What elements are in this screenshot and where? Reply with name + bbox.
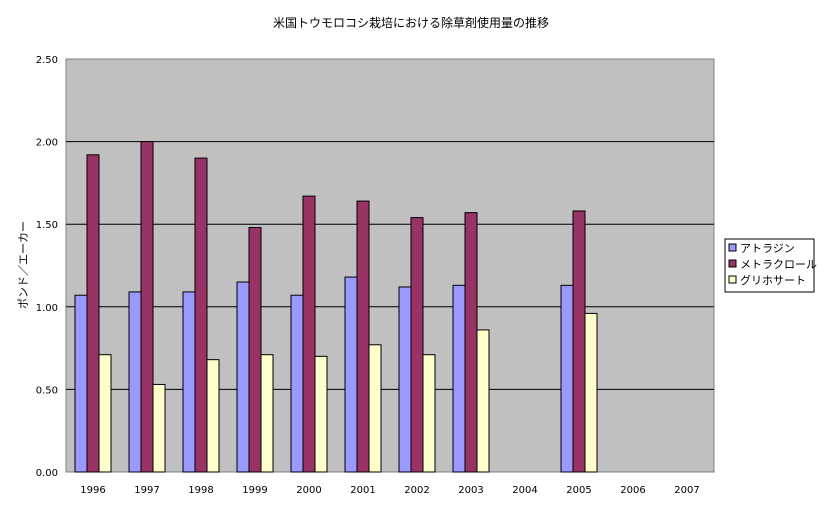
bar-2000-series-1 xyxy=(302,195,316,473)
legend-label: グリホサート xyxy=(740,273,806,287)
y-tick-label: 2.00 xyxy=(36,138,58,149)
bar-2000-series-2 xyxy=(314,355,328,473)
bar-1996-series-2 xyxy=(98,354,112,473)
legend-label: メトラクロール xyxy=(740,258,817,271)
bar-1998-series-2 xyxy=(206,359,220,473)
x-tick-label: 2003 xyxy=(458,485,483,496)
x-tick-label: 2006 xyxy=(620,485,645,496)
bar-1999-series-1 xyxy=(248,227,262,473)
legend-label: アトラジン xyxy=(740,242,795,255)
x-axis-ticks: 1996 1997 1998 1999 2000 2001 2002 2003 2004 2005… xyxy=(80,485,699,496)
chart-title: 米国トウモロコシ栽培における除草剤使用量の推移 xyxy=(273,15,549,30)
bar-1996-series-1 xyxy=(86,154,100,473)
bar-1997-series-2 xyxy=(152,383,166,473)
x-tick-label: 1998 xyxy=(188,485,213,496)
bar-1997-series-1 xyxy=(140,141,154,473)
legend-swatch xyxy=(728,275,737,284)
bar-2002-series-2 xyxy=(422,354,436,473)
x-tick-label: 2002 xyxy=(404,485,429,496)
plot-background xyxy=(65,58,715,473)
y-axis-label: ポンド／エーカー xyxy=(17,221,30,309)
bar-2002-series-0 xyxy=(398,286,412,473)
x-tick-label: 2000 xyxy=(296,485,321,496)
bar-2000-series-0 xyxy=(290,294,304,473)
x-tick-label: 2004 xyxy=(512,485,537,496)
bar-2002-series-1 xyxy=(410,217,424,473)
bars xyxy=(74,141,598,473)
bar-2001-series-1 xyxy=(356,200,370,473)
bar-2003-series-2 xyxy=(476,329,490,473)
y-tick-label: 0.00 xyxy=(36,468,58,479)
plot-area xyxy=(65,58,715,473)
bar-1996-series-0 xyxy=(74,294,88,473)
y-tick-label: 1.50 xyxy=(36,220,58,231)
bar-2003-series-0 xyxy=(452,284,466,473)
bar-1999-series-0 xyxy=(236,281,250,473)
legend-swatch xyxy=(728,259,737,268)
legend-box xyxy=(724,238,815,293)
bar-1997-series-0 xyxy=(128,291,142,473)
x-tick-label: 1997 xyxy=(134,485,159,496)
x-tick-label: 1999 xyxy=(242,485,267,496)
y-tick-label: 1.00 xyxy=(36,303,58,314)
bar-1999-series-2 xyxy=(260,354,274,473)
x-tick-label: 2001 xyxy=(350,485,375,496)
x-tick-label: 2005 xyxy=(566,485,591,496)
bar-2005-series-2 xyxy=(584,312,598,473)
legend-swatch xyxy=(728,243,737,252)
y-axis-ticks: 0.00 0.50 1.00 1.50 2.00 2.50 xyxy=(36,55,58,479)
bar-2003-series-1 xyxy=(464,212,478,473)
bar-2001-series-2 xyxy=(368,344,382,473)
gridlines xyxy=(66,141,714,390)
y-tick-label: 2.50 xyxy=(36,55,58,66)
bar-1998-series-1 xyxy=(194,157,208,473)
y-tick-label: 0.50 xyxy=(36,385,58,396)
bar-2005-series-0 xyxy=(560,284,574,473)
bar-2005-series-1 xyxy=(572,210,586,473)
bar-1998-series-0 xyxy=(182,291,196,473)
x-tick-label: 1996 xyxy=(80,485,105,496)
x-tick-label: 2007 xyxy=(674,485,699,496)
bar-2001-series-0 xyxy=(344,276,358,473)
